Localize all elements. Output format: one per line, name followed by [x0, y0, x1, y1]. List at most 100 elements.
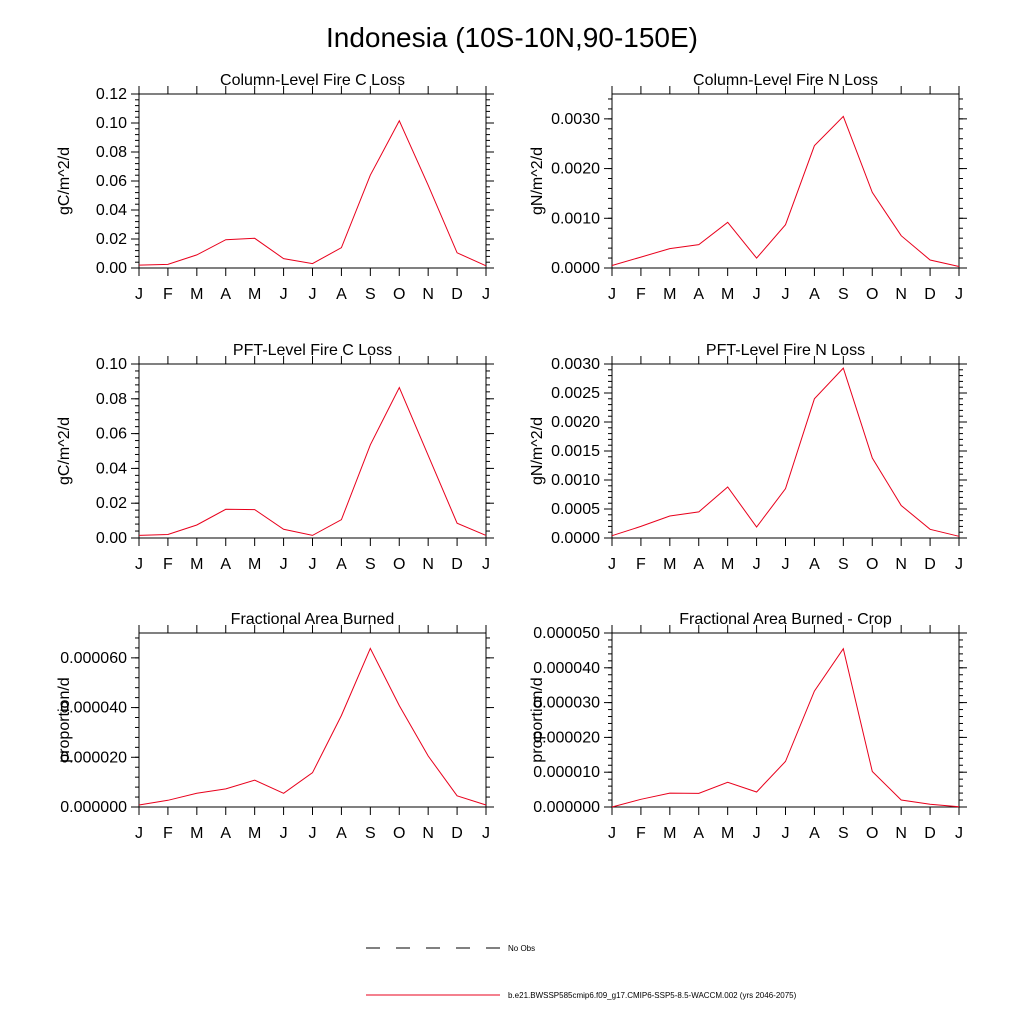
x-tick-label: O	[866, 556, 878, 573]
x-tick-label: F	[163, 556, 173, 573]
series-line	[611, 647, 960, 808]
y-tick-label: 0.0030	[551, 111, 600, 128]
y-tick-label: 0.12	[96, 86, 127, 103]
x-tick-label: M	[663, 286, 676, 303]
x-tick-label: J	[280, 825, 288, 842]
y-tick-label: 0.0010	[551, 210, 600, 227]
x-tick-label: N	[895, 286, 907, 303]
x-tick-label: J	[135, 556, 143, 573]
x-tick-label: F	[636, 556, 646, 573]
y-tick-label: 0.00	[96, 530, 127, 547]
x-tick-label: J	[782, 286, 790, 303]
y-axis-label: proportion/d	[56, 677, 73, 762]
x-tick-label: J	[955, 825, 963, 842]
y-tick-label: 0.0025	[551, 385, 600, 402]
y-tick-label: 0.000020	[533, 729, 600, 746]
y-axis-label: gN/m^2/d	[529, 417, 546, 485]
x-tick-label: M	[190, 825, 203, 842]
x-tick-label: A	[336, 825, 347, 842]
x-tick-label: A	[693, 556, 704, 573]
x-tick-label: J	[955, 556, 963, 573]
y-tick-label: 0.04	[96, 460, 127, 477]
x-tick-label: J	[608, 286, 616, 303]
x-tick-label: S	[838, 286, 849, 303]
panel-title: Fractional Area Burned - Crop	[679, 611, 892, 628]
y-tick-label: 0.000040	[60, 700, 127, 717]
obs-legend-label: No Obs	[508, 944, 535, 953]
y-tick-label: 0.000020	[60, 749, 127, 766]
x-tick-label: A	[336, 556, 347, 573]
x-tick-label: A	[220, 286, 231, 303]
y-tick-label: 0.10	[96, 115, 127, 132]
x-tick-label: A	[220, 556, 231, 573]
y-tick-label: 0.000000	[60, 799, 127, 816]
y-tick-label: 0.000060	[60, 650, 127, 667]
x-tick-label: J	[482, 556, 490, 573]
x-tick-label: N	[422, 825, 434, 842]
x-tick-label: A	[693, 825, 704, 842]
x-tick-label: S	[838, 556, 849, 573]
x-tick-label: J	[309, 286, 317, 303]
model-legend-label: b.e21.BWSSP585cmip6.f09_g17.CMIP6-SSP5-8…	[508, 991, 797, 1000]
x-tick-label: J	[753, 556, 761, 573]
y-tick-label: 0.02	[96, 495, 127, 512]
x-tick-label: N	[422, 556, 434, 573]
x-tick-label: F	[636, 825, 646, 842]
x-tick-label: M	[663, 556, 676, 573]
x-tick-label: A	[809, 825, 820, 842]
x-tick-label: D	[451, 556, 463, 573]
x-tick-label: J	[782, 825, 790, 842]
x-tick-label: J	[280, 556, 288, 573]
y-axis-label: proportion/d	[529, 677, 546, 762]
panel-title: PFT-Level Fire N Loss	[706, 342, 865, 359]
figure-title: Indonesia (10S-10N,90-150E)	[325, 22, 698, 53]
y-tick-label: 0.0000	[551, 260, 600, 277]
y-tick-label: 0.000050	[533, 625, 600, 642]
y-tick-label: 0.02	[96, 231, 127, 248]
x-tick-label: D	[924, 825, 936, 842]
x-tick-label: S	[365, 286, 376, 303]
y-axis-label: gN/m^2/d	[529, 147, 546, 215]
series-line	[138, 647, 487, 806]
x-tick-label: J	[135, 825, 143, 842]
y-tick-label: 0.0005	[551, 501, 600, 518]
x-tick-label: N	[895, 556, 907, 573]
y-tick-label: 0.000000	[533, 799, 600, 816]
y-tick-label: 0.0010	[551, 472, 600, 489]
x-tick-label: J	[309, 825, 317, 842]
y-tick-label: 0.000030	[533, 695, 600, 712]
x-tick-label: M	[248, 286, 261, 303]
y-tick-label: 0.00	[96, 260, 127, 277]
x-tick-label: M	[190, 286, 203, 303]
x-tick-label: J	[753, 825, 761, 842]
x-tick-label: D	[451, 825, 463, 842]
x-tick-label: A	[220, 825, 231, 842]
x-tick-label: M	[248, 825, 261, 842]
x-tick-label: N	[895, 825, 907, 842]
y-tick-label: 0.000010	[533, 764, 600, 781]
x-tick-label: F	[163, 286, 173, 303]
x-tick-label: O	[866, 825, 878, 842]
x-tick-label: J	[608, 825, 616, 842]
y-tick-label: 0.04	[96, 202, 127, 219]
panel-6: Fractional Area Burned - Crop proportion/…	[529, 611, 967, 842]
y-tick-label: 0.10	[96, 356, 127, 373]
x-tick-label: J	[753, 286, 761, 303]
y-tick-label: 0.0000	[551, 530, 600, 547]
y-tick-label: 0.0020	[551, 161, 600, 178]
x-tick-label: M	[721, 556, 734, 573]
x-tick-label: J	[608, 556, 616, 573]
y-axis-label: gC/m^2/d	[56, 147, 73, 215]
x-tick-label: S	[365, 556, 376, 573]
panel-title: PFT-Level Fire C Loss	[233, 342, 392, 359]
x-tick-label: D	[924, 556, 936, 573]
x-tick-label: J	[482, 286, 490, 303]
y-tick-label: 0.06	[96, 173, 127, 190]
x-tick-label: M	[721, 286, 734, 303]
x-tick-label: M	[663, 825, 676, 842]
series-line	[611, 367, 960, 537]
panel-title: Fractional Area Burned	[231, 611, 395, 628]
